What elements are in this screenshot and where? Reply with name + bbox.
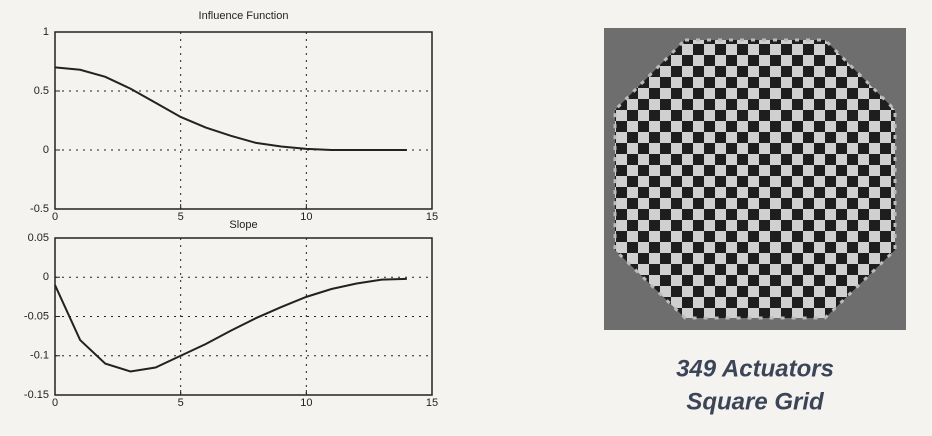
x-tick-label: 10 [300, 211, 312, 223]
caption-line: Square Grid [686, 388, 825, 415]
data-line [55, 67, 407, 150]
y-tick-label: 0 [43, 271, 49, 283]
x-tick-label: 5 [178, 211, 184, 223]
y-tick-label: 0.05 [28, 232, 49, 244]
y-tick-label: -0.05 [24, 310, 49, 322]
x-tick-label: 15 [426, 397, 438, 409]
y-tick-label: -0.5 [30, 203, 49, 215]
figure: 349 Actuators Square Grid Influence Func… [0, 0, 932, 431]
x-tick-label: 5 [178, 397, 184, 409]
y-tick-label: -0.15 [24, 389, 49, 401]
x-tick-label: 0 [52, 211, 58, 223]
chart-title: Influence Function [199, 10, 289, 22]
plot-frame [55, 32, 432, 209]
chart-title: Slope [229, 219, 257, 231]
y-tick-label: 0.5 [34, 85, 49, 97]
y-tick-label: 0 [43, 144, 49, 156]
x-tick-label: 0 [52, 397, 58, 409]
actuator-image [604, 28, 906, 330]
x-tick-label: 10 [300, 397, 312, 409]
y-tick-label: 1 [43, 26, 49, 38]
data-line [55, 279, 407, 372]
caption-line: 349 Actuators [676, 355, 834, 382]
x-tick-label: 15 [426, 211, 438, 223]
y-tick-label: -0.1 [30, 350, 49, 362]
